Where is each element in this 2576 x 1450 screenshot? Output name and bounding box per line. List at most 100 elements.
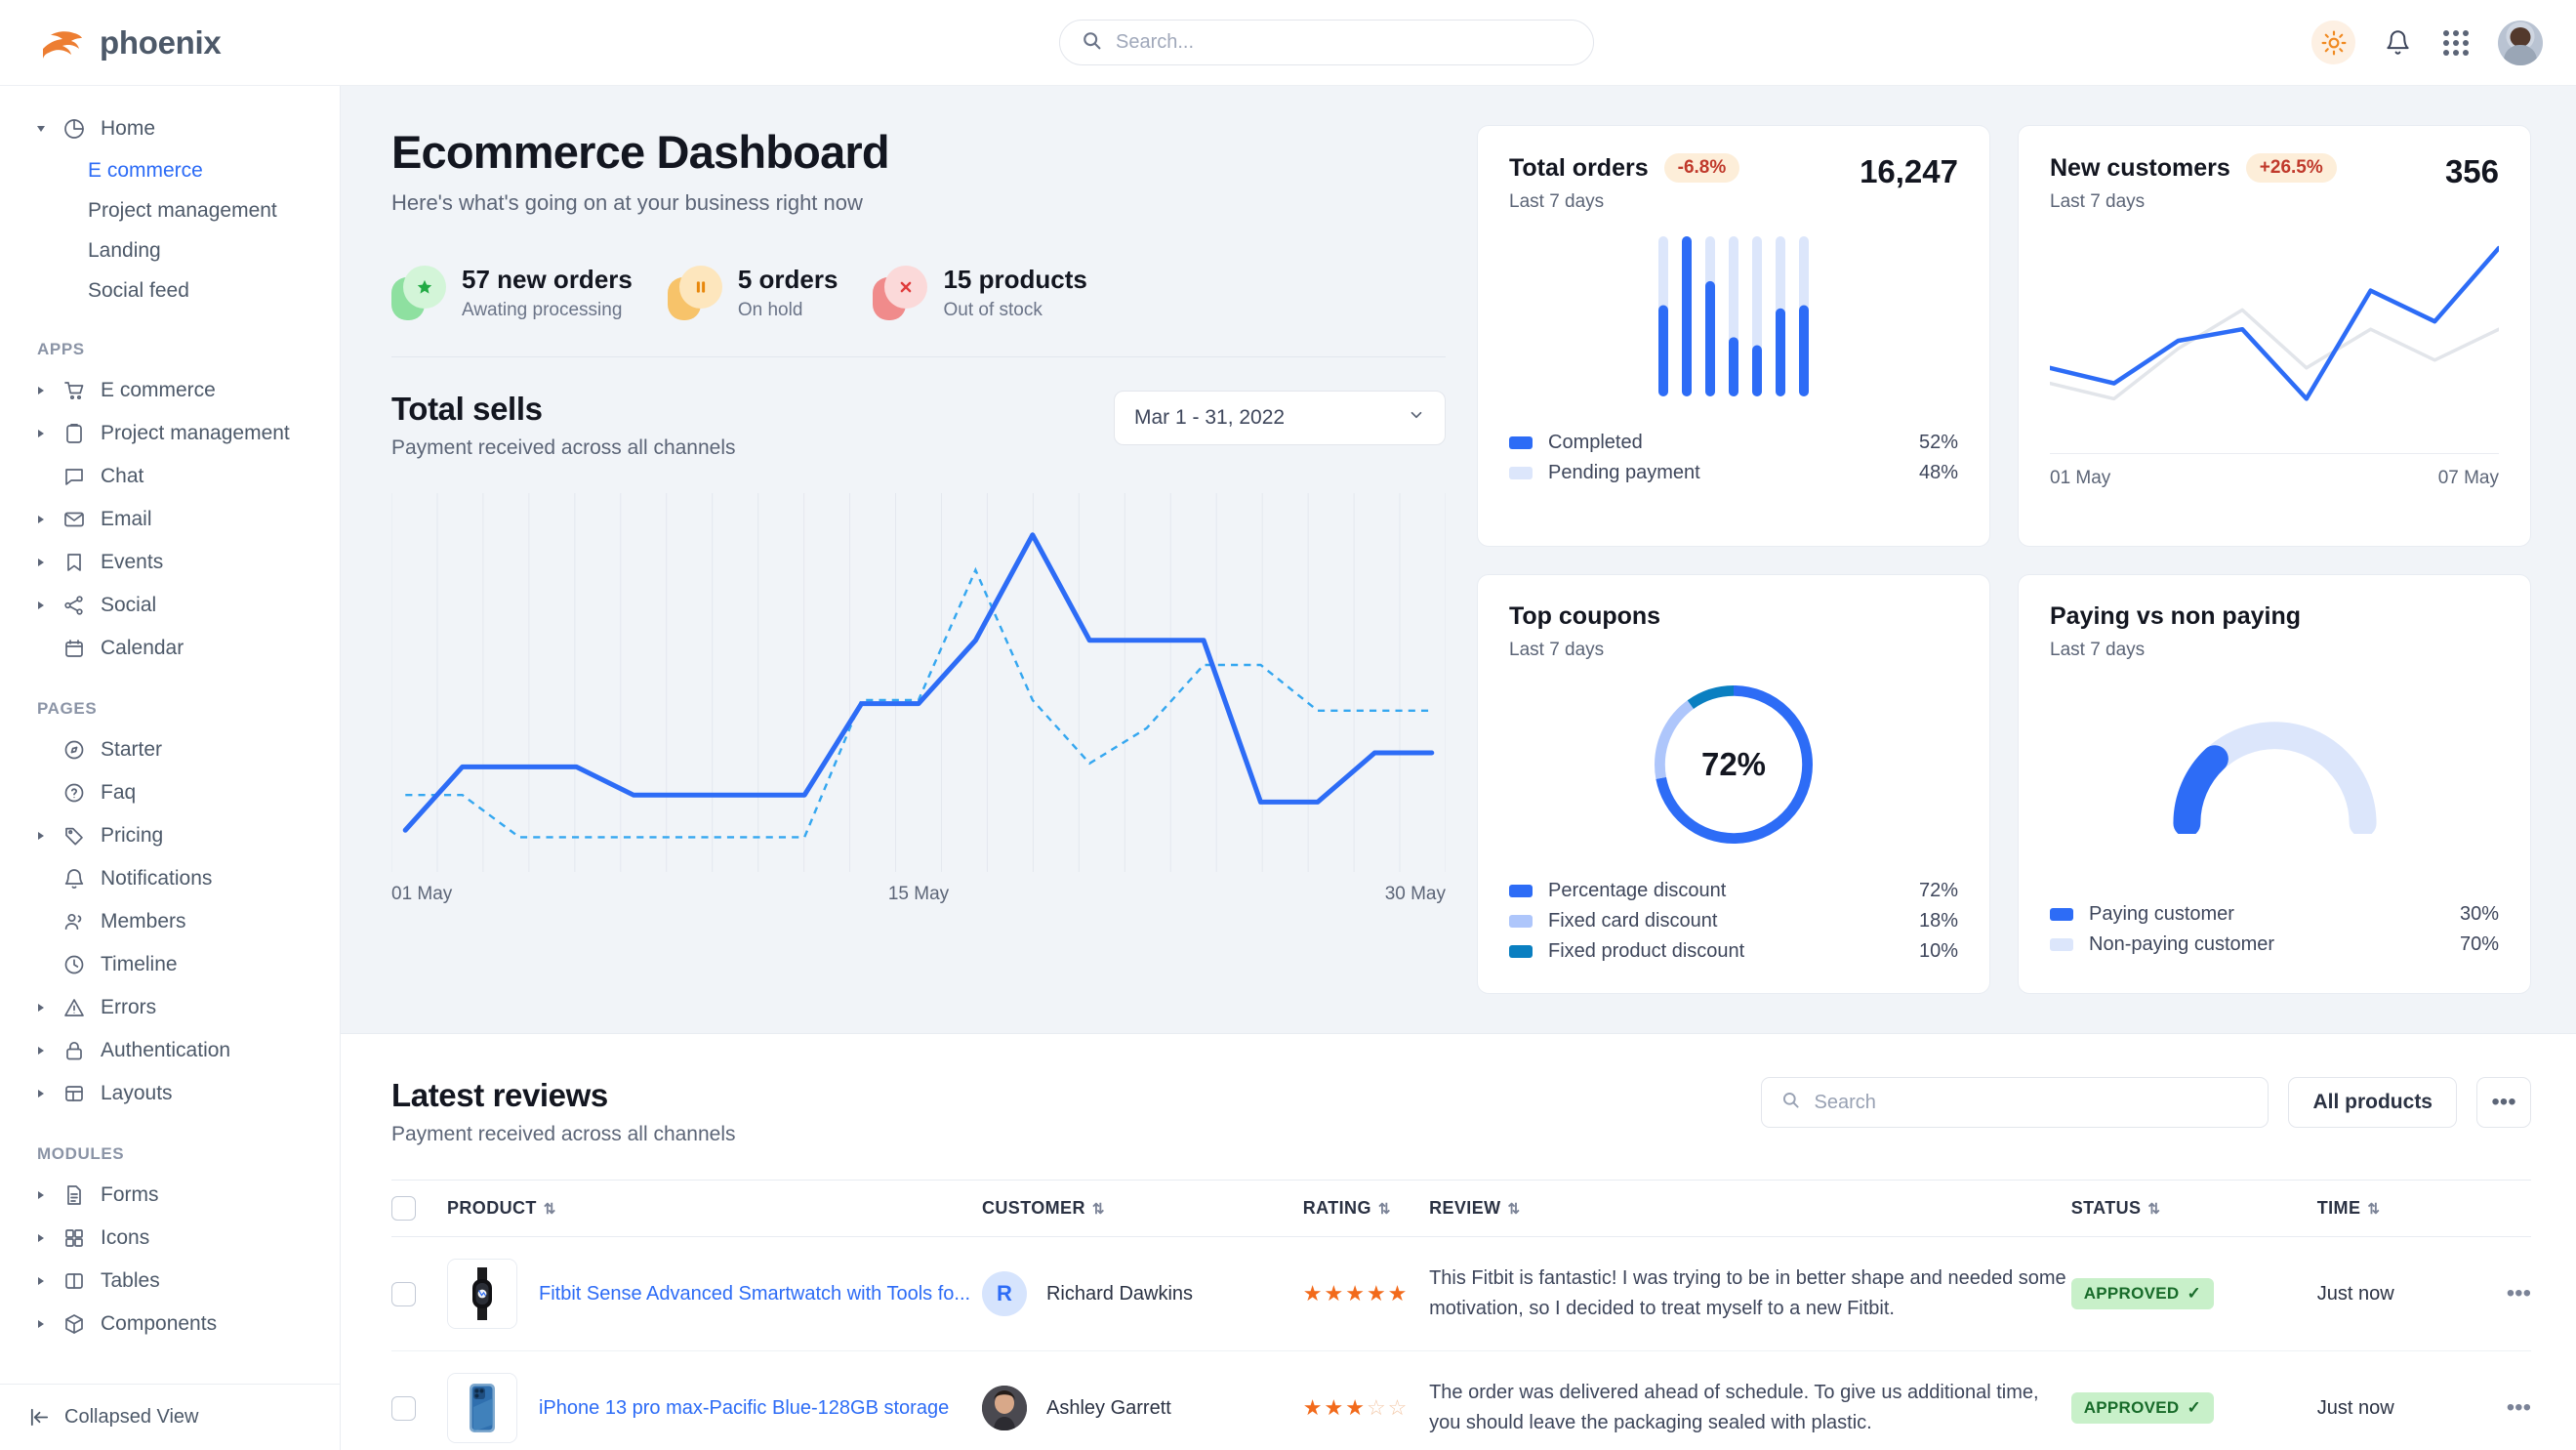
- table-row[interactable]: iPhone 13 pro max-Pacific Blue-128GB sto…: [391, 1350, 2531, 1450]
- warning-triangle-icon: [61, 995, 87, 1020]
- sidebar-item-label: Project management: [101, 422, 290, 444]
- search-placeholder: Search...: [1116, 31, 1195, 53]
- sidebar-subitem-social-feed[interactable]: Social feed: [0, 270, 340, 311]
- sidebar-item-layouts[interactable]: Layouts: [0, 1072, 340, 1115]
- user-avatar[interactable]: [2498, 20, 2543, 65]
- kpi-caption: Out of stock: [943, 300, 1043, 320]
- select-all-header[interactable]: [391, 1180, 447, 1237]
- product-link[interactable]: Fitbit Sense Advanced Smartwatch with To…: [538, 1282, 971, 1305]
- sidebar-item-label: Starter: [101, 738, 163, 761]
- brand[interactable]: phoenix: [39, 23, 342, 62]
- legend-swatch: [1509, 467, 1533, 479]
- legend-swatch: [2050, 938, 2073, 951]
- sidebar-item-project-management[interactable]: Project management: [0, 412, 340, 455]
- row-checkbox[interactable]: [391, 1281, 416, 1306]
- sidebar-item-label: Tables: [101, 1269, 160, 1292]
- caret-placeholder: [37, 745, 48, 756]
- column-rating[interactable]: RATING ⇅: [1302, 1180, 1430, 1237]
- search-icon: [1781, 1091, 1800, 1114]
- sidebar-item-members[interactable]: Members: [0, 900, 340, 943]
- row-checkbox[interactable]: [391, 1395, 416, 1421]
- column-product[interactable]: PRODUCT ⇅: [446, 1180, 982, 1237]
- chevron-right-icon: [37, 1276, 48, 1287]
- top-coupons-donut-chart: 72%: [1509, 661, 1958, 868]
- sidebar-subitem-e-commerce[interactable]: E commerce: [0, 150, 340, 190]
- status-badge: APPROVED ✓: [2070, 1278, 2215, 1309]
- sidebar-item-authentication[interactable]: Authentication: [0, 1029, 340, 1072]
- caret-placeholder: [37, 643, 48, 654]
- table-row[interactable]: Fitbit Sense Advanced Smartwatch with To…: [391, 1236, 2531, 1351]
- top-search-wrap: Search...: [342, 20, 2311, 65]
- sidebar-subitem-project-management[interactable]: Project management: [0, 190, 340, 230]
- column-review[interactable]: REVIEW ⇅: [1429, 1180, 2071, 1237]
- question-circle-icon: [61, 780, 87, 806]
- bookmark-icon: [61, 550, 87, 575]
- column-time[interactable]: TIME ⇅: [2316, 1180, 2468, 1237]
- sidebar-item-pricing[interactable]: Pricing: [0, 814, 340, 857]
- axis-tick: 01 May: [2050, 468, 2111, 488]
- sidebar-item-chat[interactable]: Chat: [0, 455, 340, 498]
- sidebar-item-timeline[interactable]: Timeline: [0, 943, 340, 986]
- legend-swatch: [1509, 436, 1533, 449]
- sidebar-item-components[interactable]: Components: [0, 1303, 340, 1346]
- total-sells-title: Total sells: [391, 391, 543, 427]
- search-input[interactable]: Search...: [1059, 20, 1594, 65]
- row-more-button[interactable]: •••: [2467, 1350, 2531, 1450]
- collapse-left-icon: [27, 1406, 51, 1429]
- grid-apps-icon[interactable]: [2439, 26, 2473, 60]
- legend-label: Paying customer: [2089, 903, 2234, 925]
- all-products-button[interactable]: All products: [2288, 1077, 2457, 1128]
- envelope-icon: [61, 507, 87, 532]
- column-label: PRODUCT: [446, 1198, 537, 1218]
- avatar-initial: R: [997, 1281, 1012, 1305]
- sidebar-item-label: Members: [101, 910, 186, 932]
- reviews-search-input[interactable]: Search: [1761, 1077, 2269, 1128]
- customer-name: Ashley Garrett: [1045, 1396, 1171, 1419]
- collapse-view-button[interactable]: Collapsed View: [0, 1384, 340, 1450]
- card-new-customers: New customers +26.5% Last 7 days 356 01: [2018, 125, 2531, 547]
- column-customer[interactable]: CUSTOMER ⇅: [981, 1180, 1303, 1237]
- phoenix-bird-logo: [39, 23, 84, 62]
- select-all-checkbox[interactable]: [391, 1196, 416, 1221]
- axis-tick: 07 May: [2437, 468, 2499, 488]
- paying-legend: Paying customer 30% Non-paying customer …: [2050, 899, 2499, 960]
- sidebar-item-calendar[interactable]: Calendar: [0, 627, 340, 670]
- sidebar-item-tables[interactable]: Tables: [0, 1260, 340, 1303]
- caret-placeholder: [37, 788, 48, 799]
- sidebar-subitem-landing[interactable]: Landing: [0, 230, 340, 270]
- sidebar-group-modules: MODULES: [37, 1144, 125, 1163]
- legend-value: 70%: [2459, 933, 2499, 955]
- main-content: Ecommerce Dashboard Here's what's going …: [341, 86, 2576, 1450]
- bell-icon[interactable]: [2381, 26, 2414, 60]
- date-range-select[interactable]: Mar 1 - 31, 2022: [1114, 391, 1446, 445]
- sidebar-item-faq[interactable]: Faq: [0, 771, 340, 814]
- sidebar-item-home[interactable]: Home: [0, 107, 340, 150]
- sidebar-subitem-label: Landing: [88, 238, 161, 262]
- sort-icon: ⇅: [1091, 1201, 1105, 1218]
- sun-icon[interactable]: [2311, 21, 2355, 64]
- sidebar-item-icons[interactable]: Icons: [0, 1217, 340, 1260]
- axis-tick: 30 May: [1384, 884, 1446, 904]
- clipboard-icon: [61, 421, 87, 446]
- row-select-cell[interactable]: [391, 1236, 447, 1351]
- card-total-orders: Total orders -6.8% Last 7 days 16,247: [1477, 125, 1990, 547]
- sidebar-item-starter[interactable]: Starter: [0, 728, 340, 771]
- sidebar-item-errors[interactable]: Errors: [0, 986, 340, 1029]
- product-link[interactable]: iPhone 13 pro max-Pacific Blue-128GB sto…: [538, 1396, 950, 1419]
- sidebar-item-e-commerce[interactable]: E commerce: [0, 369, 340, 412]
- sidebar-item-social[interactable]: Social: [0, 584, 340, 627]
- sidebar-item-email[interactable]: Email: [0, 498, 340, 541]
- sidebar-subitem-label: E commerce: [88, 158, 203, 182]
- sidebar-item-forms[interactable]: Forms: [0, 1174, 340, 1217]
- more-options-button[interactable]: •••: [2476, 1077, 2531, 1128]
- sidebar-item-notifications[interactable]: Notifications: [0, 857, 340, 900]
- row-select-cell[interactable]: [391, 1350, 447, 1450]
- card-title-block: Top coupons Last 7 days: [1509, 602, 1958, 661]
- top-bar: phoenix Search...: [0, 0, 2576, 86]
- row-more-button[interactable]: •••: [2467, 1236, 2531, 1351]
- axis-tick: 01 May: [391, 884, 453, 904]
- sidebar-item-events[interactable]: Events: [0, 541, 340, 584]
- legend-value: 10%: [1918, 940, 1958, 962]
- review-cell: The order was delivered ahead of schedul…: [1429, 1350, 2071, 1450]
- column-status[interactable]: STATUS ⇅: [2070, 1180, 2317, 1237]
